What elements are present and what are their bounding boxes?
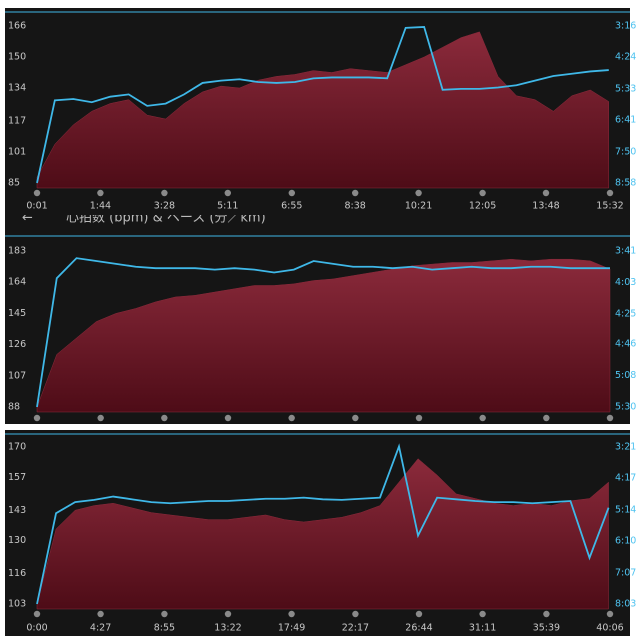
x-tick-label: 4:27: [90, 623, 111, 634]
x-tick-dot: [351, 189, 359, 197]
y2-tick-label: 6:41: [615, 115, 636, 126]
x-tick-label: 13:48: [532, 201, 559, 212]
y-tick-label: 101: [8, 146, 26, 157]
x-tick-label: 12:05: [469, 201, 496, 212]
x-tick-dot: [161, 189, 168, 197]
x-tick-dot: [543, 610, 550, 618]
x-tick-dot: [224, 414, 232, 422]
x-tick-label: 6:55: [281, 201, 302, 212]
y-tick-label: 103: [8, 599, 26, 610]
x-tick-dot: [97, 414, 104, 422]
x-tick-label: 31:11: [469, 623, 496, 634]
x-tick-dot: [415, 189, 422, 197]
y2-tick-label: 5:08: [615, 370, 636, 381]
x-tick-label: 5:11: [217, 201, 238, 212]
x-tick-label: 1:44: [90, 201, 111, 212]
x-tick-dot: [415, 414, 423, 422]
x-tick-label: 40:06: [596, 623, 623, 634]
pace-line: [36, 25, 609, 184]
y-tick-label: 116: [8, 568, 26, 579]
x-tick-label: 35:39: [533, 623, 560, 634]
x-tick-label: 0:01: [26, 201, 47, 212]
x-tick-label: 17:49: [278, 623, 305, 634]
x-tick-dot: [224, 189, 231, 197]
heart-rate-area: [36, 31, 610, 189]
x-tick-label: 10:21: [405, 201, 432, 212]
y-tick-label: 164: [8, 277, 26, 288]
x-tick-dot: [288, 610, 295, 618]
x-tick-dot: [606, 610, 614, 618]
x-tick-dot: [543, 414, 550, 422]
y-tick-label: 143: [8, 505, 26, 516]
y2-tick-label: 5:30: [615, 402, 636, 413]
x-tick-dot: [606, 414, 614, 422]
x-tick-dot: [479, 414, 486, 422]
x-tick-dot: [97, 189, 104, 197]
x-tick-label: 15:32: [596, 201, 623, 212]
heart-rate-area: [36, 258, 611, 413]
x-tick-label: 22:17: [342, 623, 369, 634]
x-tick-label: 26:44: [405, 623, 432, 634]
y-tick-label: 107: [8, 370, 26, 381]
x-tick-dot: [288, 414, 295, 422]
pace-line: [36, 257, 610, 408]
x-tick-dot: [415, 610, 423, 618]
y-tick-label: 126: [8, 339, 26, 350]
y-tick-label: 157: [8, 472, 26, 483]
y-tick-label: 150: [8, 52, 26, 63]
x-tick-label: 8:55: [154, 623, 175, 634]
y-tick-label: 170: [8, 442, 26, 453]
y2-tick-label: 5:33: [615, 83, 636, 94]
x-tick-dot: [479, 189, 486, 197]
y-tick-label: 166: [8, 21, 26, 32]
x-tick-dot: [224, 610, 232, 618]
x-tick-dot: [288, 189, 296, 197]
y2-tick-label: 4:25: [615, 308, 636, 319]
y2-tick-label: 7:07: [615, 567, 636, 578]
heart-rate-area: [36, 458, 609, 610]
pace-line: [36, 443, 610, 605]
x-tick-label: 8:38: [345, 201, 366, 212]
x-tick-dot: [97, 610, 104, 618]
y2-tick-label: 3:16: [615, 21, 636, 32]
y-tick-label: 117: [8, 115, 26, 126]
x-tick-dot: [33, 414, 41, 422]
x-tick-dot: [352, 414, 359, 422]
x-tick-dot: [161, 414, 168, 422]
y-tick-label: 183: [8, 246, 26, 257]
back-arrow: ←: [22, 211, 33, 226]
y2-tick-label: 4:03: [615, 277, 636, 288]
x-tick-label: 0:00: [26, 623, 47, 634]
y2-tick-label: 3:41: [615, 246, 636, 257]
y2-tick-label: 7:50: [615, 146, 636, 157]
y-tick-label: 130: [8, 535, 26, 546]
x-tick-label: 3:28: [154, 201, 175, 212]
x-tick-dot: [33, 610, 41, 618]
x-tick-dot: [161, 610, 168, 618]
y2-tick-label: 5:14: [615, 504, 636, 515]
x-tick-dot: [33, 189, 41, 197]
chart-title: 心拍数 (bpm) & ペース (分／km): [66, 211, 266, 226]
y-tick-label: 145: [8, 308, 26, 319]
header-strip: [5, 212, 630, 232]
y2-tick-label: 4:46: [615, 339, 636, 350]
x-tick-dot: [352, 610, 359, 618]
y-tick-label: 134: [8, 83, 26, 94]
y2-tick-label: 8:58: [615, 178, 636, 189]
y2-tick-label: 4:17: [615, 473, 636, 484]
y2-tick-label: 8:03: [615, 599, 636, 610]
y2-tick-label: 3:21: [615, 442, 636, 453]
y-tick-label: 85: [8, 178, 20, 189]
y2-tick-label: 6:10: [615, 536, 636, 547]
y-tick-label: 88: [8, 402, 20, 413]
x-tick-dot: [606, 189, 614, 197]
x-tick-dot: [542, 189, 550, 197]
x-tick-dot: [479, 610, 486, 618]
x-tick-label: 13:22: [214, 623, 241, 634]
y2-tick-label: 4:24: [615, 52, 636, 63]
